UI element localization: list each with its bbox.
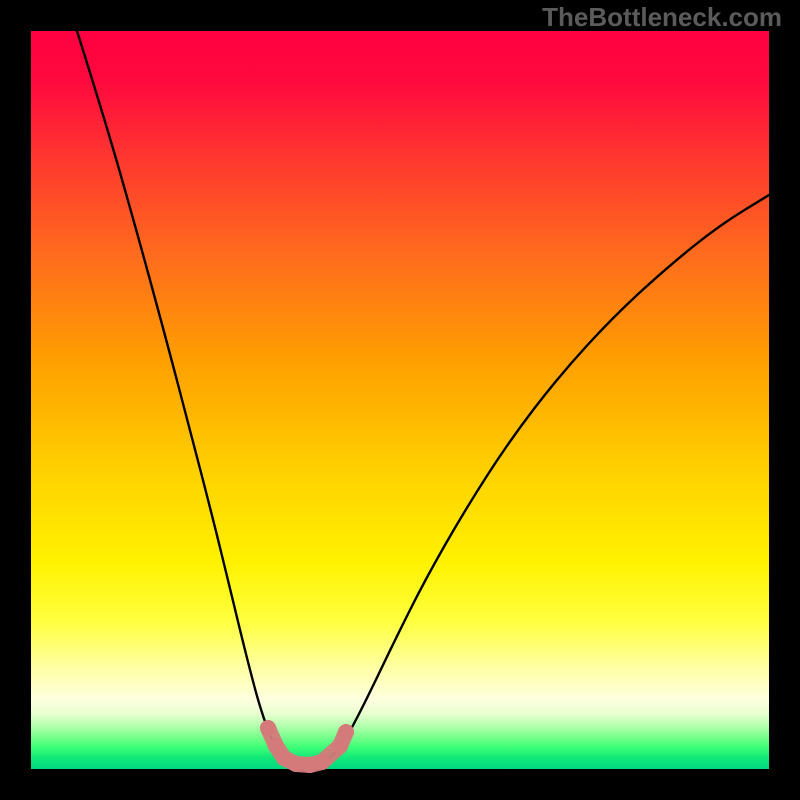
trough-marker-point [314, 754, 330, 770]
gradient-background [31, 31, 769, 769]
trough-marker-point [288, 756, 304, 772]
chart-frame: TheBottleneck.com [0, 0, 800, 800]
trough-marker-point [260, 720, 276, 736]
trough-marker-point [332, 738, 348, 754]
bottleneck-v-curve-chart [0, 0, 800, 800]
trough-marker-point [338, 724, 354, 740]
watermark-text: TheBottleneck.com [542, 2, 782, 33]
